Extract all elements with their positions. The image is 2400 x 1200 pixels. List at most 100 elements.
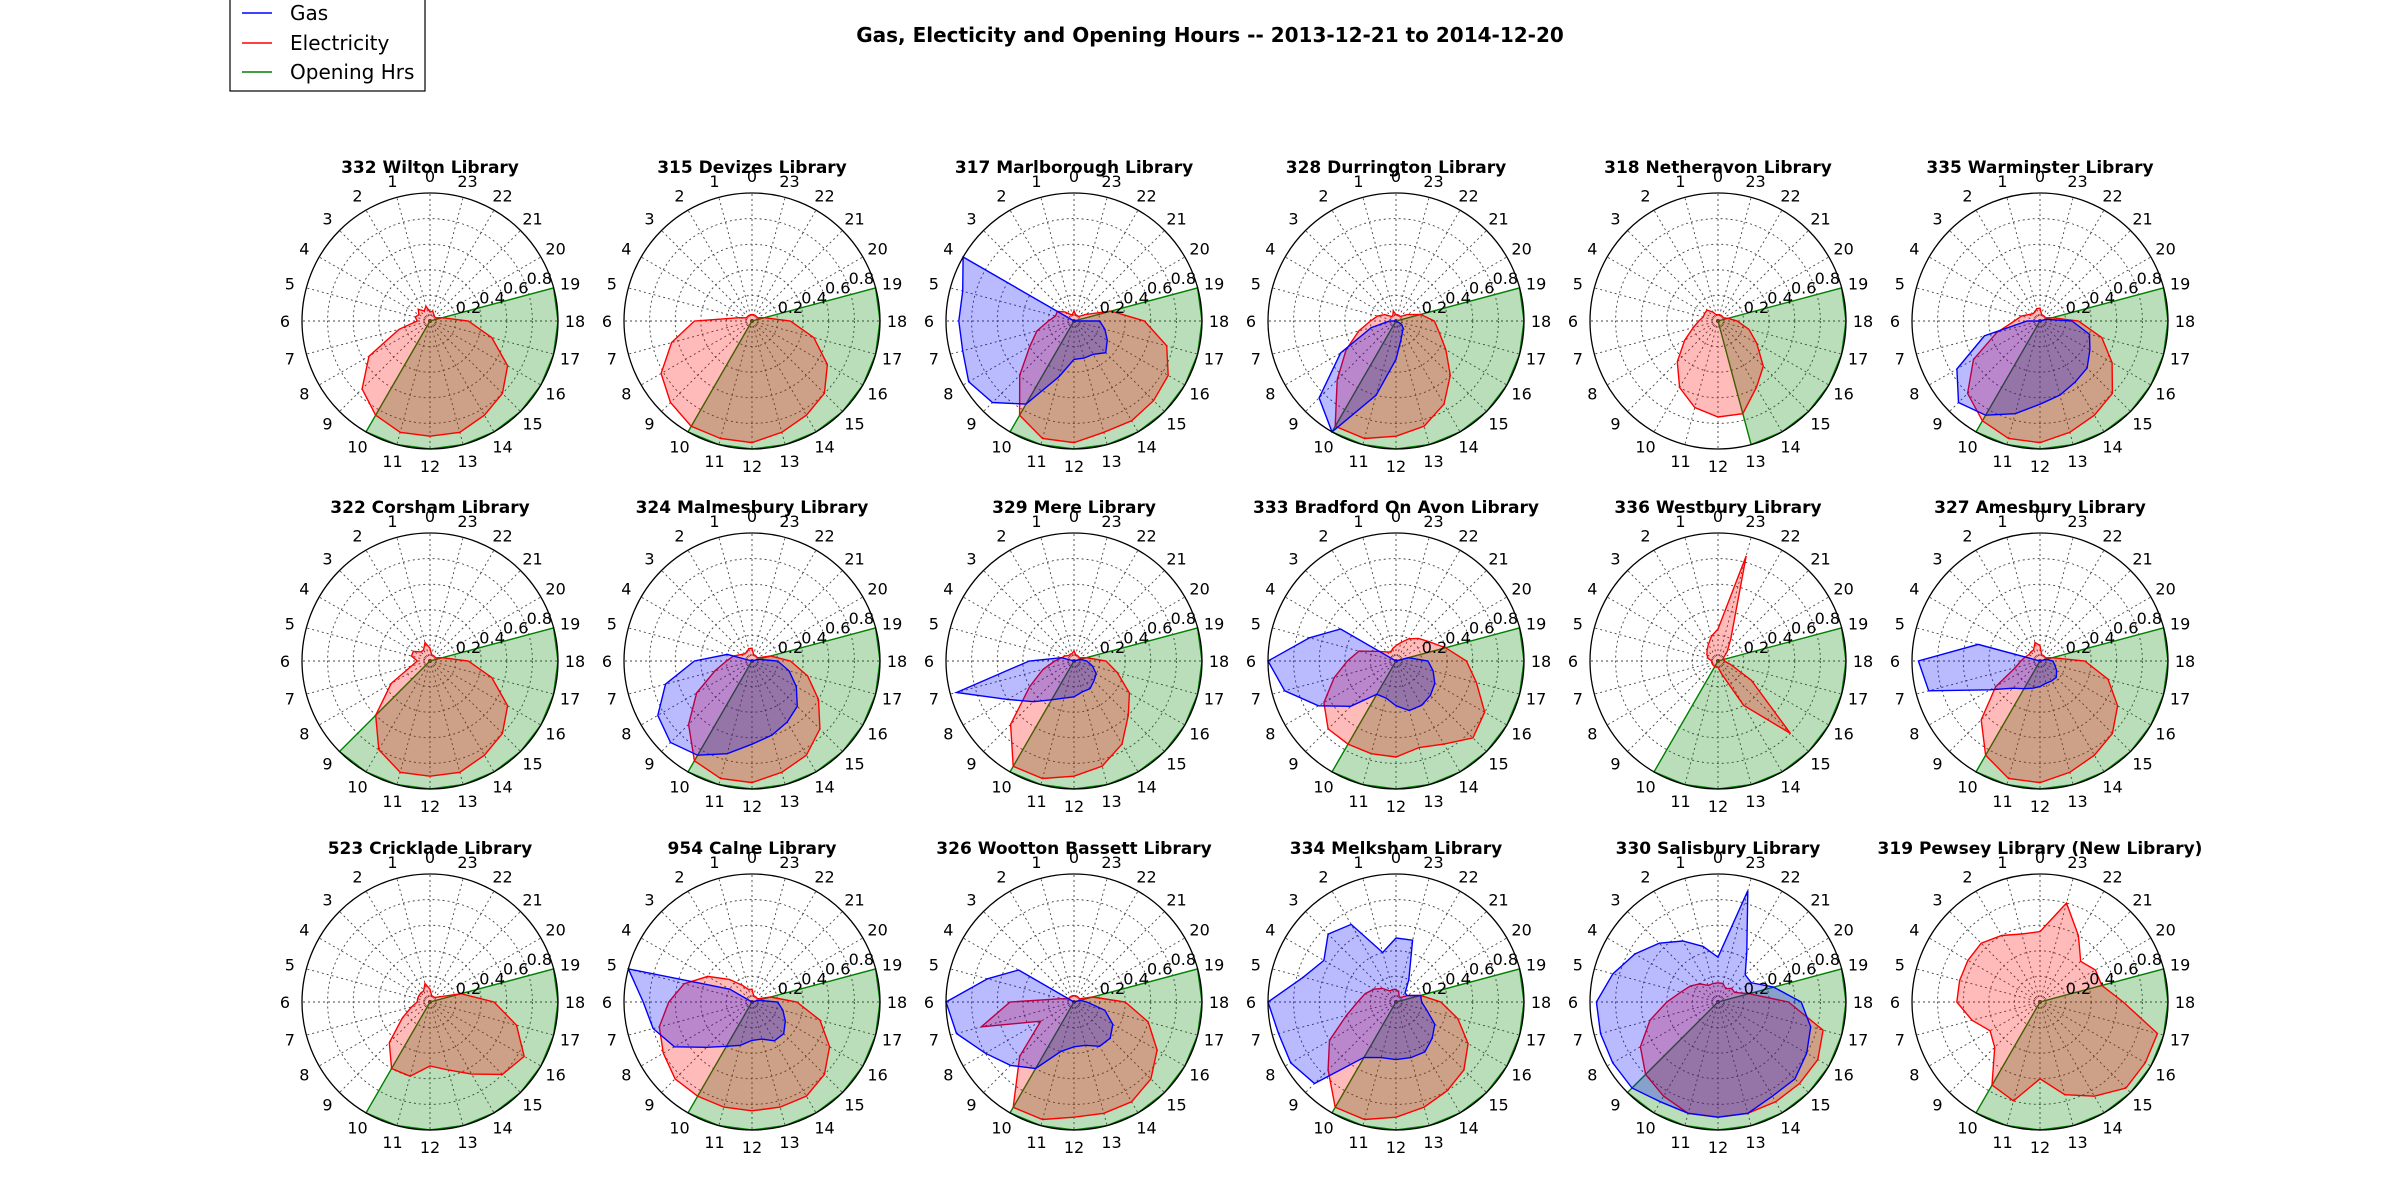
angular-gridline xyxy=(751,890,817,1003)
angular-gridline xyxy=(1717,937,1830,1003)
angular-gridline xyxy=(2006,537,2041,662)
angular-gridline xyxy=(1717,320,1842,355)
hour-tick-label: 18 xyxy=(887,993,907,1012)
angular-gridline xyxy=(2039,890,2105,1003)
radial-gridline xyxy=(327,558,533,764)
hour-tick-label: 0 xyxy=(747,848,757,867)
angular-gridline xyxy=(1331,209,1397,322)
hour-tick-label: 13 xyxy=(457,792,477,811)
hour-tick-label: 6 xyxy=(1890,652,1900,671)
hour-tick-label: 2 xyxy=(352,186,362,205)
angular-gridline xyxy=(1073,570,1165,662)
hour-tick-label: 10 xyxy=(991,1119,1011,1138)
gas-area xyxy=(1956,318,2091,416)
hour-tick-label: 9 xyxy=(966,1096,976,1115)
hour-tick-label: 8 xyxy=(1909,1066,1919,1085)
hour-tick-label: 6 xyxy=(602,993,612,1012)
angular-gridline xyxy=(2039,911,2131,1003)
hour-tick-label: 16 xyxy=(1833,725,1853,744)
hour-tick-label: 2 xyxy=(996,526,1006,545)
hour-tick-label: 7 xyxy=(1251,690,1261,709)
radial-tick-label: 0.2 xyxy=(456,638,481,657)
hour-tick-label: 9 xyxy=(322,415,332,434)
angular-gridline xyxy=(1395,537,1430,662)
angular-gridline xyxy=(1395,878,1430,1003)
hour-tick-label: 9 xyxy=(966,755,976,774)
hour-tick-label: 1 xyxy=(387,512,397,531)
angular-gridline xyxy=(306,320,431,355)
angular-gridline xyxy=(2039,660,2105,773)
hour-tick-label: 1 xyxy=(1031,512,1041,531)
angular-gridline xyxy=(429,596,542,662)
hour-tick-label: 17 xyxy=(2170,1031,2190,1050)
hour-tick-label: 13 xyxy=(1745,792,1765,811)
hour-tick-label: 15 xyxy=(844,755,864,774)
hour-tick-label: 17 xyxy=(1204,1031,1224,1050)
hour-tick-label: 11 xyxy=(1348,1133,1368,1152)
hour-tick-label: 0 xyxy=(1391,167,1401,186)
radial-tick-label: 0.6 xyxy=(503,279,528,298)
angular-gridline xyxy=(1627,230,1719,322)
angular-gridline xyxy=(339,570,431,662)
hour-tick-label: 21 xyxy=(1488,210,1508,229)
radar-outer-ring xyxy=(1911,873,2169,1131)
hour-tick-label: 3 xyxy=(1610,550,1620,569)
angular-gridline xyxy=(1717,596,1830,662)
angular-gridline xyxy=(396,197,431,322)
hour-tick-label: 1 xyxy=(1675,853,1685,872)
angular-gridline xyxy=(1717,660,1842,695)
hour-tick-label: 0 xyxy=(747,167,757,186)
angular-gridline xyxy=(1395,660,1487,752)
hour-tick-label: 6 xyxy=(924,312,934,331)
angular-gridline xyxy=(429,1001,495,1114)
hour-tick-label: 10 xyxy=(1313,778,1333,797)
hour-tick-label: 17 xyxy=(1526,1031,1546,1050)
angular-gridline xyxy=(429,937,542,1003)
radial-gridline xyxy=(1293,558,1499,764)
hour-tick-label: 20 xyxy=(867,921,887,940)
hour-tick-label: 12 xyxy=(420,797,440,816)
hour-tick-label: 3 xyxy=(322,550,332,569)
angular-gridline xyxy=(751,660,786,785)
hour-tick-label: 17 xyxy=(2170,350,2190,369)
legend-label-gas: Gas xyxy=(290,1,328,25)
angular-gridline xyxy=(1040,660,1075,785)
hour-tick-label: 21 xyxy=(844,891,864,910)
hour-tick-label: 17 xyxy=(1204,350,1224,369)
radial-tick-label: 0.8 xyxy=(527,269,552,288)
hour-tick-label: 2 xyxy=(1318,526,1328,545)
hour-tick-label: 11 xyxy=(1670,792,1690,811)
angular-gridline xyxy=(751,256,864,322)
hour-tick-label: 18 xyxy=(565,312,585,331)
angular-gridline xyxy=(1395,1001,1508,1067)
gas-area xyxy=(1917,643,2058,692)
angular-gridline xyxy=(1073,596,1186,662)
hour-tick-label: 10 xyxy=(1635,778,1655,797)
angular-gridline xyxy=(751,660,876,695)
hour-tick-label: 6 xyxy=(1246,312,1256,331)
hour-tick-label: 5 xyxy=(1895,956,1905,975)
hour-tick-label: 13 xyxy=(2067,792,2087,811)
hour-tick-label: 9 xyxy=(322,1096,332,1115)
hour-tick-label: 4 xyxy=(1265,580,1275,599)
hour-tick-label: 14 xyxy=(1458,778,1478,797)
hour-tick-label: 17 xyxy=(2170,690,2190,709)
hour-tick-label: 20 xyxy=(2155,580,2175,599)
hour-tick-label: 10 xyxy=(1957,778,1977,797)
angular-gridline xyxy=(1395,320,1508,386)
angular-gridline xyxy=(1073,320,1186,386)
hour-tick-label: 17 xyxy=(1848,350,1868,369)
radial-gridline xyxy=(1293,218,1499,424)
radar-outer-ring xyxy=(1911,192,2169,450)
angular-gridline xyxy=(1717,549,1783,662)
angular-gridline xyxy=(429,911,521,1003)
hour-tick-label: 22 xyxy=(1780,867,1800,886)
hour-tick-label: 1 xyxy=(709,512,719,531)
radar-outer-ring xyxy=(623,532,881,790)
angular-gridline xyxy=(429,197,464,322)
angular-gridline xyxy=(1073,197,1108,322)
radial-gridline xyxy=(1937,558,2143,764)
